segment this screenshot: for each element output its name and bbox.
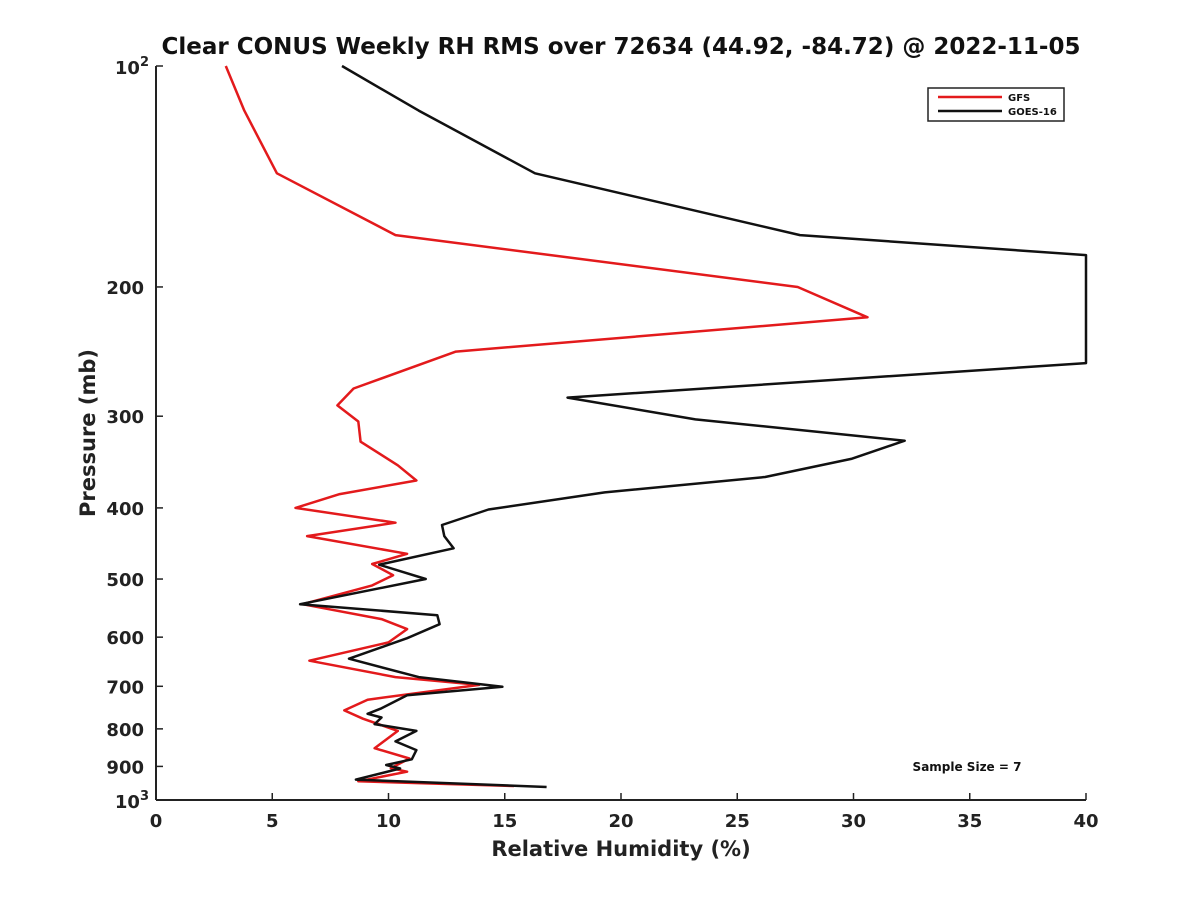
y-tick-label: 300 xyxy=(106,407,144,428)
x-tick-label: 30 xyxy=(841,811,866,832)
y-tick-label: 600 xyxy=(106,628,144,649)
chart-title: Clear CONUS Weekly RH RMS over 72634 (44… xyxy=(162,34,1081,60)
x-tick-label: 0 xyxy=(150,811,163,832)
y-tick-label: 200 xyxy=(106,278,144,299)
legend: GFS GOES-16 xyxy=(927,87,1065,122)
y-tick-label: 700 xyxy=(106,677,144,698)
y-tick-label: 900 xyxy=(106,757,144,778)
legend-label-gfs: GFS xyxy=(1008,93,1030,104)
x-tick-label: 25 xyxy=(725,811,750,832)
x-tick-label: 40 xyxy=(1073,811,1098,832)
y-tick-label: 400 xyxy=(106,499,144,520)
x-tick-label: 35 xyxy=(957,811,982,832)
x-axis-label: Relative Humidity (%) xyxy=(491,837,750,861)
y-tick-label: 103 xyxy=(115,789,149,813)
legend-label-goes16: GOES-16 xyxy=(1008,107,1057,118)
y-tick-label: 102 xyxy=(115,55,149,79)
series-line-gfs xyxy=(224,65,869,788)
y-tick-label: 800 xyxy=(106,720,144,741)
series-line-goes16 xyxy=(298,64,1088,789)
sample-size-annotation: Sample Size = 7 xyxy=(913,760,1022,774)
x-tick-label: 10 xyxy=(376,811,401,832)
y-axis-label: Pressure (mb) xyxy=(76,349,100,517)
x-tick-label: 15 xyxy=(492,811,517,832)
x-tick-label: 20 xyxy=(608,811,633,832)
y-tick-label: 500 xyxy=(106,570,144,591)
legend-box xyxy=(927,87,1065,122)
x-tick-label: 5 xyxy=(266,811,279,832)
